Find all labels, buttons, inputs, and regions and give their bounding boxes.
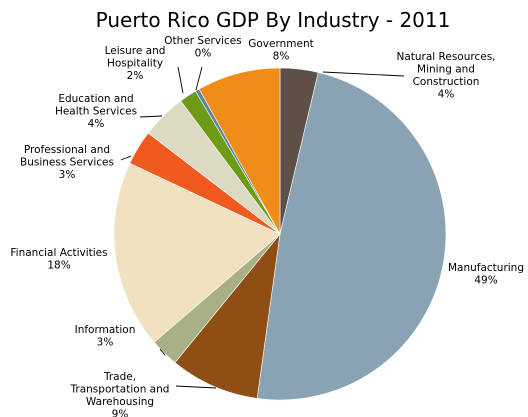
slice-name: Information <box>75 324 136 336</box>
slice-label: Information 3% <box>75 324 136 349</box>
slice-name: Warehousing <box>86 396 154 408</box>
slice-name: Other Services <box>164 35 241 47</box>
slice-name: Natural Resources, <box>396 51 495 63</box>
slice-label: Manufacturing 49% <box>448 262 524 287</box>
slice-percent: 4% <box>438 89 455 101</box>
slice-label: Education and Health Services 4% <box>55 93 137 130</box>
leader-line <box>322 71 405 77</box>
slice-label: Professional and Business Services 3% <box>20 144 114 181</box>
leader-line <box>120 155 132 161</box>
slice-label: Leisure and Hospitality 2% <box>105 45 166 82</box>
leader-line <box>195 66 203 91</box>
slice-percent: 0% <box>195 48 212 60</box>
leader-line <box>177 66 184 94</box>
slice-label: Other Services 0% <box>164 35 241 60</box>
leader-line <box>159 348 166 356</box>
slice-name: Education and <box>58 93 133 105</box>
pie-slice-financial-activities <box>113 162 281 343</box>
pie-slice-manufacturing <box>256 72 447 401</box>
slice-name: Trade, <box>103 371 136 383</box>
slice-percent: 18% <box>47 260 70 272</box>
pie-slice-government <box>198 67 281 236</box>
slice-name: Leisure and <box>105 45 166 57</box>
slice-percent: 2% <box>127 70 144 82</box>
pie-slice-trade-transportation-and-warehousing <box>174 232 281 399</box>
slice-percent: 3% <box>59 169 76 181</box>
slice-percent: 9% <box>112 409 129 417</box>
slice-percent: 4% <box>88 118 105 130</box>
slice-name: Health Services <box>55 106 137 118</box>
slice-name: Business Services <box>20 157 114 169</box>
slice-name: Financial Activities <box>10 247 107 259</box>
slice-name: Transportation and <box>70 384 170 396</box>
slice-name: Mining and <box>417 64 475 76</box>
chart-title: Puerto Rico GDP By Industry - 2011 <box>96 8 451 32</box>
slice-name: Professional and <box>24 144 110 156</box>
slice-label: Natural Resources, Mining and Construction… <box>396 51 495 101</box>
slice-percent: 8% <box>273 51 290 63</box>
slice-percent: 3% <box>97 337 114 349</box>
slice-label: Financial Activities 18% <box>10 247 107 272</box>
slice-label: Trade, Transportation and Warehousing 9% <box>70 371 170 417</box>
leader-line <box>175 385 217 389</box>
slice-label: Government 8% <box>248 38 313 63</box>
leader-line <box>139 115 163 118</box>
slice-name: Manufacturing <box>448 262 524 274</box>
slice-name: Hospitality <box>107 58 163 70</box>
slice-name: Construction <box>413 76 480 88</box>
slice-name: Government <box>248 38 313 50</box>
slice-percent: 49% <box>474 275 497 287</box>
